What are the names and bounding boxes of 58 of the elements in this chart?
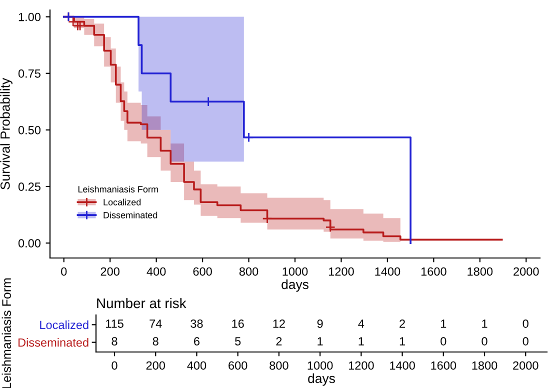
x-axis-title: days	[282, 279, 308, 292]
x-tick-label: 0	[61, 267, 67, 276]
y-tick-label: 0.50	[18, 126, 41, 134]
data-label: 2	[400, 320, 405, 328]
data-label: 1	[358, 337, 364, 346]
x-tick-label: 1600	[431, 361, 456, 370]
legend-title: Leishmaniasis Form	[78, 186, 158, 192]
x-tick-label: 800	[270, 361, 288, 370]
data-label: 1	[441, 320, 446, 328]
x-tick-label: 1400	[375, 267, 400, 276]
x-tick-label: 400	[187, 361, 206, 370]
chart-title: Number at risk	[97, 298, 186, 308]
data-label: 0	[522, 320, 528, 328]
x-tick-label: 1600	[421, 267, 446, 276]
x-axis-title: days	[308, 373, 335, 386]
x-tick-label: 0	[112, 361, 118, 370]
x-tick-label: 2000	[513, 361, 538, 370]
data-label: 8	[152, 337, 158, 346]
x-tick-label: 1000	[282, 267, 308, 276]
data-label: 6	[194, 337, 200, 346]
y-tick-label: 0.25	[18, 182, 40, 191]
x-tick-label: 800	[239, 267, 258, 276]
x-tick-label: 1800	[468, 267, 493, 276]
data-label: 9	[317, 320, 323, 328]
data-label: 0	[482, 337, 488, 346]
data-label: 1	[318, 337, 323, 346]
data-label: 74	[150, 320, 162, 328]
y-axis-title: Leishmaniasis Form	[2, 278, 11, 388]
x-tick-label: 1800	[472, 361, 498, 370]
data-label: 16	[232, 320, 244, 328]
x-tick-label: 1200	[348, 361, 374, 370]
data-label: 2	[276, 337, 282, 346]
y-tick-label: 0.75	[18, 69, 40, 78]
y-tick-label: 0.00	[18, 239, 41, 248]
y-tick-label: Disseminated	[18, 338, 88, 347]
data-label: 5	[235, 337, 241, 346]
data-label: 4	[358, 320, 364, 328]
data-label: 1	[482, 320, 488, 328]
y-tick-label: 1.00	[18, 12, 41, 22]
x-tick-label: 2000	[514, 267, 539, 276]
data-label: 38	[190, 320, 203, 328]
x-tick-label: 600	[228, 361, 248, 370]
legend-label: Disseminated	[104, 212, 158, 218]
x-tick-label: 400	[146, 267, 166, 276]
legend-label: Localized	[104, 198, 141, 206]
data-label: 115	[106, 320, 124, 328]
data-label: 1	[400, 337, 405, 346]
data-label: 12	[273, 320, 285, 328]
data-label: 0	[522, 337, 528, 346]
x-tick-label: 1200	[328, 267, 354, 276]
x-tick-label: 1400	[390, 361, 415, 370]
x-tick-label: 1000	[308, 361, 333, 370]
data-label: 0	[440, 337, 446, 346]
data-label: 8	[112, 337, 118, 346]
x-tick-label: 200	[100, 267, 120, 276]
y-axis-title: Survival Probability	[0, 78, 12, 190]
x-tick-label: 600	[193, 267, 212, 276]
x-tick-label: 200	[146, 361, 165, 370]
